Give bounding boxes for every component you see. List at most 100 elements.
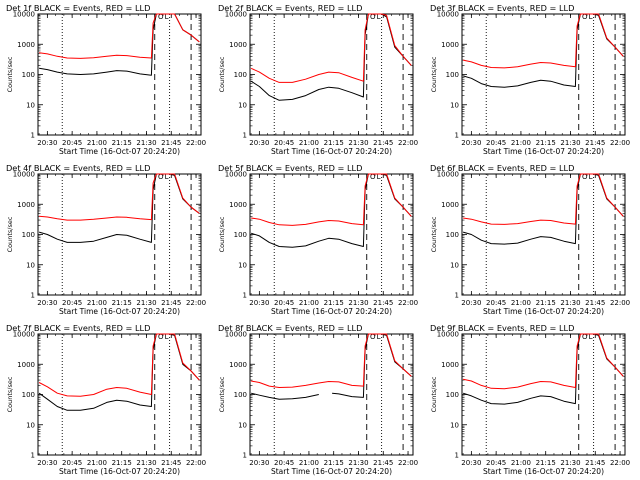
y-tick-label: 10: [26, 101, 35, 109]
y-tick-label: 1: [455, 292, 459, 300]
series-events-line: [38, 333, 200, 411]
x-axis-label: Start Time (16-Oct-07 20:24:20): [59, 147, 180, 156]
y-tick-label: 10: [450, 261, 459, 269]
annotation-label: O: [370, 333, 376, 341]
annotation-label: L: [589, 173, 593, 181]
x-tick-label: 21:45: [585, 139, 605, 147]
annotation-label: O: [582, 13, 588, 21]
chart-panel-3: Det 3f BLACK = Events, RED = LLD Counts/s…: [430, 3, 630, 156]
y-tick-label: 1: [243, 452, 247, 460]
x-tick-label: 20:30: [249, 299, 269, 307]
x-tick-label: 21:45: [373, 459, 393, 467]
chart-panel-5: Det 5f BLACK = Events, RED = LLD Counts/s…: [218, 163, 418, 316]
x-tick-label: 21:30: [136, 299, 156, 307]
y-axis-label: Counts/sec: [430, 56, 438, 92]
y-tick-label: 10000: [13, 331, 35, 339]
x-tick-label: 20:30: [461, 139, 481, 147]
y-tick-label: 1000: [17, 201, 35, 209]
x-axis-label: Start Time (16-Oct-07 20:24:20): [271, 467, 392, 476]
chart-title: Det 8f BLACK = Events, RED = LLD: [218, 323, 362, 333]
y-axis-label: Counts/sec: [218, 56, 226, 92]
chart-title: Det 2f BLACK = Events, RED = LLD: [218, 3, 362, 13]
x-tick-label: 20:45: [486, 139, 506, 147]
series-lld-line: [251, 173, 412, 226]
x-tick-label: 21:45: [373, 299, 393, 307]
x-tick-label: 21:45: [161, 139, 181, 147]
series-lld-line: [462, 333, 624, 390]
x-tick-label: 22:00: [610, 299, 630, 307]
x-tick-label: 21:00: [87, 139, 107, 147]
series-lld-line: [39, 13, 200, 59]
y-tick-label: 10000: [13, 11, 35, 19]
chart-panel-1: Det 1f BLACK = Events, RED = LLD Counts/s…: [6, 3, 206, 156]
y-tick-label: 100: [446, 391, 459, 399]
x-tick-label: 21:30: [560, 299, 580, 307]
series-lld-line: [462, 13, 624, 69]
x-tick-label: 21:15: [324, 299, 344, 307]
y-tick-label: 1000: [17, 41, 35, 49]
y-tick-label: 100: [22, 71, 35, 79]
chart-title: Det 3f BLACK = Events, RED = LLD: [430, 3, 574, 13]
x-tick-label: 22:00: [186, 299, 206, 307]
series-events-line: [38, 173, 200, 243]
x-tick-label: 22:00: [610, 139, 630, 147]
series-events-line: [462, 333, 624, 405]
chart-title: Det 7f BLACK = Events, RED = LLD: [6, 323, 150, 333]
x-axis-label: Start Time (16-Oct-07 20:24:20): [271, 307, 392, 316]
x-tick-label: 21:30: [560, 459, 580, 467]
x-tick-label: 21:00: [87, 299, 107, 307]
series-events-line: [462, 173, 624, 245]
y-tick-label: 10000: [225, 331, 247, 339]
y-tick-label: 1000: [229, 41, 247, 49]
x-tick-label: 20:45: [62, 459, 82, 467]
annotation-label: O: [370, 13, 376, 21]
series-lld-line: [38, 333, 200, 397]
chart-title: Det 4f BLACK = Events, RED = LLD: [6, 163, 150, 173]
y-axis-label: Counts/sec: [430, 376, 438, 412]
y-tick-label: 10: [450, 421, 459, 429]
series-events-line: [250, 333, 412, 400]
annotation-label: L: [165, 13, 169, 21]
x-axis-label: Start Time (16-Oct-07 20:24:20): [59, 307, 180, 316]
x-tick-label: 21:15: [324, 139, 344, 147]
y-tick-label: 1: [455, 452, 459, 460]
y-axis-label: Counts/sec: [218, 376, 226, 412]
x-tick-label: 21:45: [161, 459, 181, 467]
x-tick-label: 21:15: [112, 299, 132, 307]
x-tick-label: 22:00: [398, 299, 418, 307]
x-tick-label: 20:30: [461, 459, 481, 467]
x-tick-label: 21:15: [536, 139, 556, 147]
x-tick-label: 20:30: [37, 299, 57, 307]
x-tick-label: 20:30: [249, 459, 269, 467]
y-tick-label: 100: [22, 231, 35, 239]
y-tick-label: 100: [234, 391, 247, 399]
x-tick-label: 21:00: [87, 459, 107, 467]
chart-panel-8: Det 8f BLACK = Events, RED = LLD Counts/s…: [218, 323, 418, 476]
x-tick-label: 21:00: [299, 459, 319, 467]
y-axis-label: Counts/sec: [218, 216, 226, 252]
annotation-label: O: [582, 173, 588, 181]
y-tick-label: 1: [31, 452, 35, 460]
annotation-label: O: [158, 13, 164, 21]
annotation-label: L: [589, 13, 593, 21]
chart-title: Det 5f BLACK = Events, RED = LLD: [218, 163, 362, 173]
x-tick-label: 21:00: [299, 299, 319, 307]
annotation-label: O: [158, 333, 164, 341]
x-tick-label: 21:45: [585, 299, 605, 307]
y-tick-label: 1: [31, 132, 35, 140]
x-tick-label: 22:00: [186, 459, 206, 467]
y-tick-label: 1: [31, 292, 35, 300]
x-tick-label: 20:45: [274, 139, 294, 147]
y-tick-label: 100: [22, 391, 35, 399]
x-tick-label: 22:00: [398, 139, 418, 147]
x-tick-label: 20:45: [486, 459, 506, 467]
x-tick-label: 21:30: [136, 139, 156, 147]
x-axis-label: Start Time (16-Oct-07 20:24:20): [483, 147, 604, 156]
y-tick-label: 10: [450, 101, 459, 109]
x-tick-label: 22:00: [398, 459, 418, 467]
x-axis-label: Start Time (16-Oct-07 20:24:20): [271, 147, 392, 156]
y-tick-label: 1000: [441, 41, 459, 49]
y-tick-label: 10000: [437, 171, 459, 179]
annotation-label: L: [165, 173, 169, 181]
